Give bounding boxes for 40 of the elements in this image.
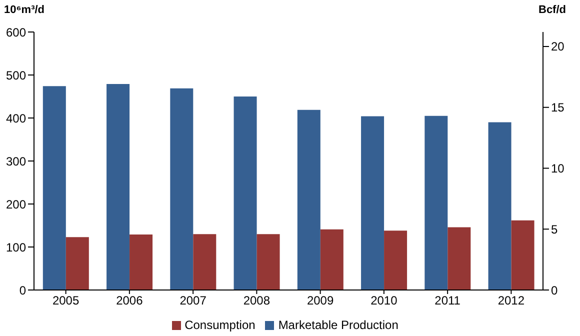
bar xyxy=(170,88,194,290)
legend-label: Marketable Production xyxy=(278,318,398,332)
bar xyxy=(448,227,471,290)
bar xyxy=(361,116,384,290)
y2-tick-label: 0 xyxy=(551,283,558,298)
y-tick-label: 200 xyxy=(6,197,26,212)
bar xyxy=(384,230,408,290)
y-tick-label: 500 xyxy=(6,68,26,82)
bar xyxy=(130,234,153,290)
bar xyxy=(488,122,512,290)
bar xyxy=(193,234,216,290)
y2-tick-label: 20 xyxy=(551,40,565,54)
bar xyxy=(66,237,89,290)
x-tick-label: 2007 xyxy=(180,294,207,308)
y2-tick-label: 10 xyxy=(551,162,565,176)
y2-tick-label: 5 xyxy=(551,222,558,236)
bar xyxy=(42,86,66,290)
x-tick-label: 2010 xyxy=(370,294,398,308)
x-tick-label: 2006 xyxy=(116,294,144,308)
x-tick-label: 2011 xyxy=(434,294,461,308)
y-tick-label: 300 xyxy=(6,154,26,168)
y-tick-label: 600 xyxy=(6,25,26,40)
x-tick-label: 2005 xyxy=(52,294,80,308)
bar xyxy=(106,84,130,290)
y-tick-label: 100 xyxy=(6,240,26,254)
y2-axis-title: Bcf/d xyxy=(538,4,566,16)
bar xyxy=(256,234,280,290)
bar xyxy=(511,220,534,290)
x-tick-label: 2009 xyxy=(306,294,334,308)
x-tick-label: 2012 xyxy=(498,294,525,308)
y-tick-label: 400 xyxy=(6,111,26,126)
bar xyxy=(234,96,257,290)
y-axis-title: 10⁶m³/d xyxy=(4,4,45,16)
bar xyxy=(320,229,344,290)
y-tick-label: 0 xyxy=(19,283,26,298)
bar xyxy=(424,116,448,290)
x-tick-label: 2008 xyxy=(243,294,270,308)
legend-label: Consumption xyxy=(184,318,256,332)
bar xyxy=(297,110,320,290)
y2-tick-label: 15 xyxy=(551,100,565,115)
